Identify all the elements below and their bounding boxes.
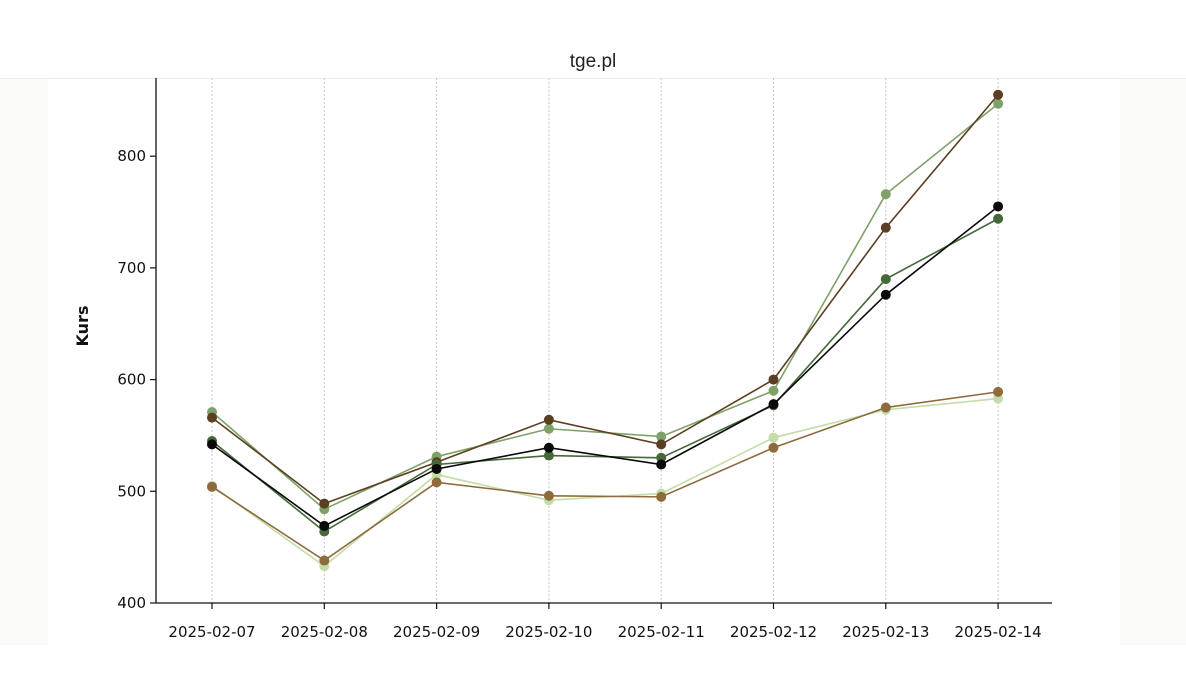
data-point: [319, 498, 330, 509]
data-point: [993, 98, 1004, 109]
data-point: [207, 439, 217, 450]
data-point: [768, 374, 779, 385]
data-point: [993, 386, 1004, 397]
x-tick-label: 2025-02-08: [281, 623, 368, 641]
data-point: [543, 423, 554, 434]
left-margin: [0, 79, 48, 645]
data-point: [656, 459, 667, 470]
data-point: [880, 289, 891, 300]
y-tick-label: 400: [117, 594, 146, 612]
data-point: [656, 439, 667, 450]
data-point: [431, 477, 442, 488]
x-tick-label: 2025-02-12: [730, 623, 817, 641]
data-point: [543, 414, 554, 425]
title-bar: [0, 0, 1186, 79]
series-line: [211, 397, 999, 568]
x-tick-label: 2025-02-07: [168, 623, 255, 641]
series-0: [207, 393, 1004, 572]
data-point: [543, 442, 554, 453]
data-point: [207, 412, 217, 423]
data-point: [543, 450, 554, 461]
x-tick-label: 2025-02-13: [842, 623, 929, 641]
x-tick-label: 2025-02-09: [393, 623, 480, 641]
grid-lines: [211, 78, 999, 603]
data-point: [880, 222, 891, 233]
data-point: [993, 201, 1004, 212]
series-group: [207, 89, 1004, 572]
y-tick-label: 700: [117, 259, 146, 277]
data-point: [207, 481, 217, 492]
series-4: [207, 213, 1004, 537]
data-point: [768, 385, 779, 396]
data-point: [880, 274, 891, 285]
data-point: [768, 432, 779, 443]
data-point: [656, 491, 667, 502]
data-point: [880, 402, 891, 413]
series-1: [207, 386, 1004, 566]
y-tick-label: 800: [117, 147, 146, 165]
series-2: [207, 98, 1004, 515]
data-point: [880, 189, 891, 200]
chart-frame: [48, 79, 1120, 645]
page-title: tge.pl: [569, 51, 617, 72]
right-margin: [1120, 79, 1186, 645]
data-point: [319, 555, 330, 566]
y-axis-label: Kurs: [73, 306, 92, 347]
series-line: [211, 218, 999, 533]
y-tick-label: 500: [117, 482, 146, 500]
x-tick-label: 2025-02-14: [955, 623, 1042, 641]
x-tick-label: 2025-02-11: [618, 623, 705, 641]
series-line: [211, 94, 999, 505]
data-point: [768, 399, 779, 410]
data-point: [431, 463, 442, 474]
data-point: [993, 89, 1004, 100]
y-tick-label: 600: [117, 371, 146, 389]
data-point: [543, 490, 554, 501]
data-point: [656, 431, 667, 442]
data-point: [319, 520, 330, 531]
series-line: [211, 205, 999, 527]
axes: 400 500 600 700 800 2025-02-07 2025-02-08 2025-…: [117, 78, 1052, 641]
data-point: [768, 442, 779, 453]
series-line: [211, 103, 999, 511]
data-point: [993, 213, 1004, 224]
series-5: [207, 201, 1004, 531]
x-tick-label: 2025-02-10: [505, 623, 592, 641]
series-line: [211, 391, 999, 562]
